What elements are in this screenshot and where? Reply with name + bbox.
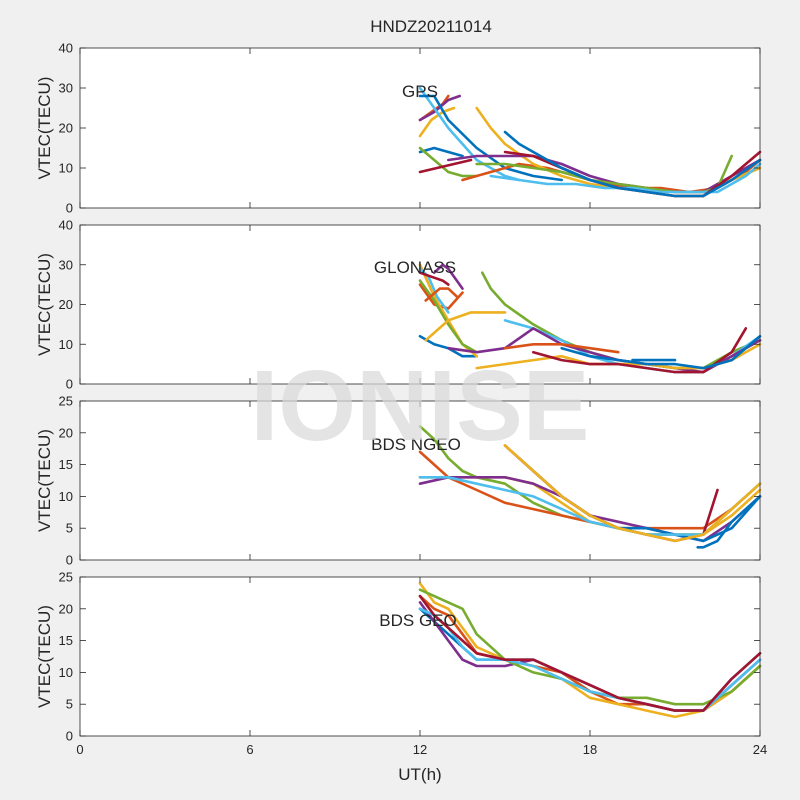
series-line-14 xyxy=(532,327,748,374)
plot-area xyxy=(80,225,760,384)
x-tick-label: 18 xyxy=(583,742,597,757)
series-line-4 xyxy=(418,279,478,354)
series-line-6 xyxy=(418,594,762,712)
y-tick-label: 0 xyxy=(66,553,73,568)
figure-title: HNDZ20211014 xyxy=(370,17,492,36)
series-line-13 xyxy=(503,343,620,354)
y-tick-label: 10 xyxy=(59,665,73,680)
y-tick-label: 0 xyxy=(66,201,73,216)
watermark: IONISE xyxy=(251,350,590,462)
series-line-2 xyxy=(418,106,456,138)
panels: 0 10 20 30 40 VTEC(TECU) GPS 0 10 20 30 40 VTEC(TECU… xyxy=(35,41,767,758)
x-tick-label: 12 xyxy=(413,742,427,757)
y-axis-label: VTEC(TECU) xyxy=(35,429,54,532)
series-group xyxy=(418,86,762,198)
y-tick-label: 30 xyxy=(59,257,73,272)
panel-label: GPS xyxy=(402,82,438,101)
y-tick-label: 25 xyxy=(59,394,73,409)
series-group xyxy=(418,425,762,549)
y-tick-label: 30 xyxy=(59,81,73,96)
x-tick-label: 0 xyxy=(76,742,83,757)
y-tick-label: 20 xyxy=(59,297,73,312)
y-tick-label: 15 xyxy=(59,457,73,472)
y-tick-label: 10 xyxy=(59,489,73,504)
y-tick-label: 20 xyxy=(59,121,73,136)
y-tick-label: 20 xyxy=(59,601,73,616)
series-group xyxy=(418,263,762,374)
x-axis-label: UT(h) xyxy=(398,765,441,784)
panel-3: 0 5 10 15 20 25 0 6 12 18 24 VTEC(TECU) BDS GEO xyxy=(35,570,767,758)
series-line-5 xyxy=(418,86,521,182)
series-line-7 xyxy=(418,94,563,182)
y-tick-label: 25 xyxy=(59,570,73,585)
series-line-8 xyxy=(418,271,450,286)
series-line-4 xyxy=(418,146,478,178)
series-line-6 xyxy=(424,311,507,342)
series-line-15 xyxy=(560,335,762,370)
y-tick-label: 5 xyxy=(66,521,73,536)
y-tick-label: 40 xyxy=(59,41,73,56)
panel-0: 0 10 20 30 40 VTEC(TECU) GPS xyxy=(35,41,762,216)
y-tick-label: 15 xyxy=(59,633,73,648)
series-line-3 xyxy=(432,263,464,290)
y-axis-label: VTEC(TECU) xyxy=(35,253,54,356)
series-line-6 xyxy=(418,158,473,174)
series-line-8 xyxy=(696,495,762,549)
panel-label: BDS GEO xyxy=(379,611,456,630)
y-tick-label: 20 xyxy=(59,425,73,440)
y-tick-label: 5 xyxy=(66,697,73,712)
x-tick-label: 6 xyxy=(246,742,253,757)
plot-area xyxy=(80,48,760,208)
series-line-14 xyxy=(503,130,762,198)
y-axis-label: VTEC(TECU) xyxy=(35,77,54,180)
panel-label: GLONASS xyxy=(374,258,456,277)
y-tick-label: 10 xyxy=(59,337,73,352)
series-line-11 xyxy=(475,154,733,194)
y-tick-label: 10 xyxy=(59,161,73,176)
y-tick-label: 40 xyxy=(59,218,73,233)
y-tick-label: 0 xyxy=(66,729,73,744)
panel-1: 0 10 20 30 40 VTEC(TECU) GLONASS xyxy=(35,218,762,392)
series-line-7 xyxy=(424,287,459,302)
series-line-12 xyxy=(489,162,762,194)
x-tick-label: 24 xyxy=(753,742,767,757)
y-axis-label: VTEC(TECU) xyxy=(35,605,54,708)
panel-2: 0 5 10 15 20 25 VTEC(TECU) BDS NGEO xyxy=(35,394,762,568)
series-line-5 xyxy=(418,267,450,314)
y-tick-label: 0 xyxy=(66,377,73,392)
series-line-0 xyxy=(418,146,464,158)
series-line-7 xyxy=(503,444,762,543)
series-group xyxy=(418,582,762,719)
panel-label: BDS NGEO xyxy=(371,435,461,454)
